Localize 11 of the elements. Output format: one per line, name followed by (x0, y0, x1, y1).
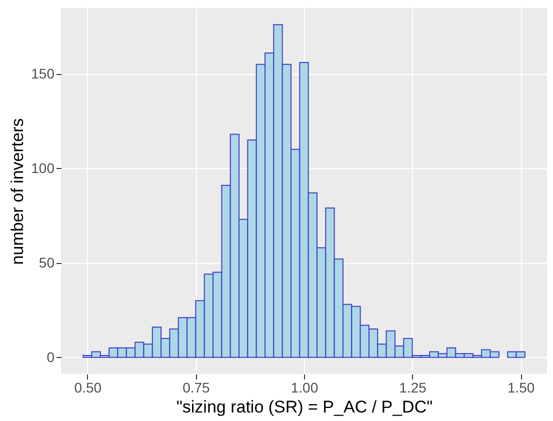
y-axis-title: number of inverters (8, 118, 28, 265)
x-tick-label: 0.50 (74, 380, 102, 396)
x-axis-title: "sizing ratio (SR) = P_AC / P_DC" (176, 398, 433, 416)
x-tick-label: 1.00 (290, 380, 318, 396)
x-tick-label: 0.75 (182, 380, 210, 396)
y-tick-label: 150 (31, 65, 55, 82)
y-tick-label: 100 (31, 160, 55, 176)
x-tick-label: 1.25 (399, 380, 427, 396)
y-tick-label: 0 (46, 348, 55, 365)
y-tick-label: 50 (38, 254, 55, 270)
x-tick-label: 1.50 (507, 380, 535, 396)
